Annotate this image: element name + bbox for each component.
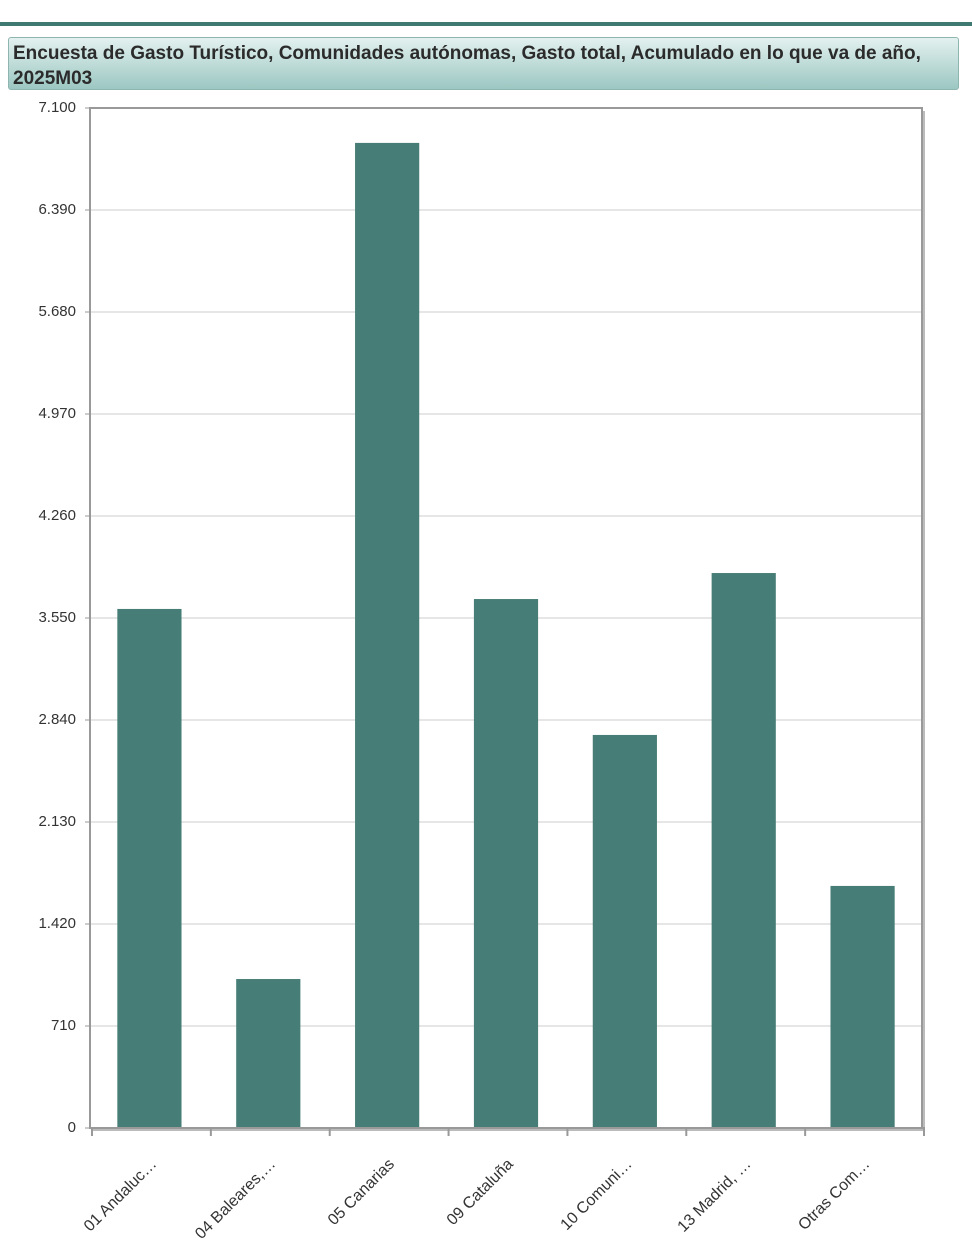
- x-tick-label: 13 Madrid, …: [675, 1156, 755, 1236]
- y-tick-label: 4.970: [38, 405, 76, 422]
- x-tick-label: 05 Canarias: [325, 1156, 398, 1229]
- y-tick-label: 2.840: [38, 711, 76, 728]
- x-tick-label: 10 Comuni…: [558, 1156, 636, 1234]
- bar: [117, 608, 182, 1128]
- y-tick-label: 5.680: [38, 303, 76, 320]
- x-tick-label: 09 Cataluña: [444, 1156, 517, 1229]
- y-tick-label: 7.100: [38, 99, 76, 116]
- x-tick-label: 01 Andaluc…: [81, 1156, 160, 1235]
- top-rule: [0, 22, 972, 26]
- y-tick-label: 2.130: [38, 813, 76, 830]
- y-tick-label: 3.550: [38, 609, 76, 626]
- bar: [711, 573, 776, 1128]
- y-tick-label: 710: [51, 1017, 76, 1034]
- bar: [830, 885, 895, 1128]
- bar: [355, 142, 420, 1129]
- y-tick-label: 4.260: [38, 507, 76, 524]
- y-tick-label: 1.420: [38, 915, 76, 932]
- x-tick-label: Otras Com…: [795, 1156, 873, 1234]
- chart-title: Encuesta de Gasto Turístico, Comunidades…: [8, 37, 959, 90]
- bar: [473, 599, 539, 1128]
- x-tick-label: 04 Baleares,…: [192, 1156, 279, 1243]
- y-tick-label: 6.390: [38, 201, 76, 218]
- bar: [236, 979, 301, 1128]
- y-tick-label: 0: [68, 1119, 76, 1136]
- bar: [592, 734, 657, 1128]
